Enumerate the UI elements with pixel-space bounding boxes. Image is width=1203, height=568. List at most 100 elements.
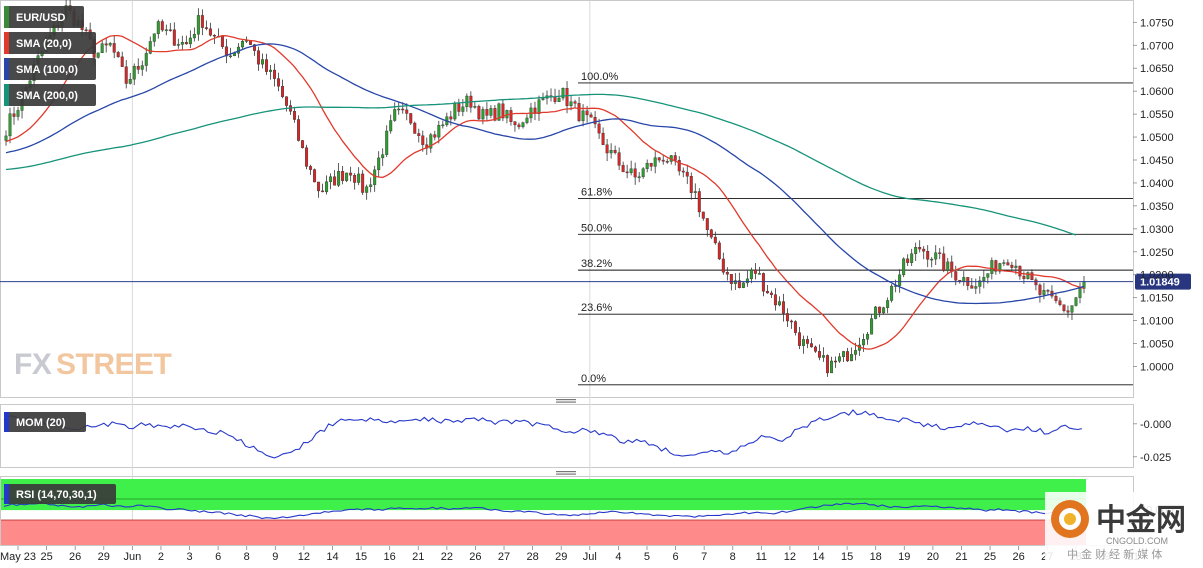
candle-body: [661, 159, 665, 162]
date-tick-label: 18: [870, 551, 882, 563]
date-tick-label: 27: [498, 551, 510, 563]
candle-body: [260, 59, 264, 65]
candle-body: [761, 273, 765, 292]
candle-body: [1078, 288, 1082, 298]
candle-body: [641, 168, 645, 177]
candle-body: [128, 78, 132, 84]
candle-body: [625, 171, 629, 174]
watermark-fx: FX: [14, 348, 52, 381]
candle-body: [793, 321, 797, 333]
candle-body: [240, 40, 244, 48]
candle-body: [673, 155, 677, 161]
rsi-legend-swatch: [4, 484, 9, 504]
candle-body: [906, 258, 910, 263]
candle-body: [537, 99, 541, 114]
date-tick-label: 15: [841, 551, 853, 563]
mom-tick-label: -0.000: [1140, 419, 1171, 431]
sma-200-line: [5, 93, 1077, 236]
legend-item: [4, 58, 96, 80]
candle-body: [421, 135, 425, 145]
candle-body: [397, 108, 401, 111]
candle-body: [144, 53, 148, 66]
candle-body: [385, 130, 389, 155]
fib-level-label: 23.6%: [581, 302, 612, 314]
fib-level-label: 0.0%: [581, 373, 606, 385]
candle-body: [1038, 284, 1042, 295]
date-tick-label: 8: [730, 551, 736, 563]
candle-body: [922, 248, 926, 252]
candle-body: [1034, 279, 1038, 286]
candle-body: [401, 108, 405, 111]
fib-level-label: 61.8%: [581, 187, 612, 199]
candle-body: [970, 285, 974, 289]
fib-level-label: 38.2%: [581, 258, 612, 270]
candle-body: [898, 274, 902, 286]
date-tick-label: 3: [186, 551, 192, 563]
candle-body: [513, 121, 517, 126]
date-tick-label: 15: [355, 551, 367, 563]
pane-splitter-handle[interactable]: [556, 399, 576, 403]
rsi-legend: [4, 484, 116, 504]
candle-body: [1010, 264, 1014, 268]
candle-body: [645, 163, 649, 169]
candle-body: [285, 96, 289, 106]
candle-body: [409, 113, 413, 124]
candle-body: [870, 318, 874, 335]
candle-body: [269, 69, 272, 72]
candle-body: [369, 184, 373, 187]
candle-body: [874, 306, 878, 319]
watermark-street: STREET: [56, 348, 172, 381]
candle-body: [633, 168, 637, 178]
candle-body: [341, 171, 345, 181]
candle-body: [826, 355, 830, 374]
candle-body: [721, 258, 725, 273]
candle-body: [168, 29, 172, 31]
candle-body: [160, 21, 164, 31]
price-tick-label: 1.0450: [1140, 155, 1174, 167]
legend-item-label: SMA (20,0): [16, 38, 72, 50]
candle-body: [357, 173, 361, 183]
candle-body: [441, 124, 445, 127]
candle-body: [585, 110, 589, 116]
current-price-line: 1.01849: [0, 273, 1191, 290]
candle-body: [818, 351, 821, 358]
candle-body: [232, 53, 236, 57]
candle-body: [1022, 275, 1026, 279]
logo-subtitle: 中 金 财 经 新 媒 体: [1067, 547, 1162, 561]
main-panel: [0, 0, 1134, 398]
candle-body: [806, 339, 809, 344]
momentum-axis: -0.000 -0.025: [1133, 419, 1171, 464]
candle-body: [1062, 304, 1066, 311]
candle-body: [902, 258, 906, 276]
candle-body: [541, 98, 545, 100]
date-tick-label: 11: [756, 551, 767, 563]
candle-body: [705, 218, 709, 230]
date-tick-label: May 23: [0, 551, 36, 563]
fxstreet-watermark: FX STREET: [14, 348, 172, 381]
candle-body: [765, 291, 769, 294]
current-price-value: 1.01849: [1140, 277, 1180, 289]
candle-body: [954, 271, 958, 281]
candle-body: [741, 282, 745, 288]
candle-body: [176, 44, 180, 46]
candle-body: [862, 339, 866, 346]
legend-color-swatch: [4, 58, 9, 80]
candle-body: [729, 274, 733, 284]
candle-body: [525, 117, 529, 123]
candle-body: [457, 103, 461, 112]
candle-body: [942, 253, 946, 271]
legend-color-swatch: [4, 32, 9, 54]
date-axis: May 23 25 26 29 Jun 2 3 6 8 9 12 14 15 16 21 22 26 27 28 29…: [0, 546, 1139, 563]
candle-body: [313, 169, 317, 183]
candle-body: [361, 173, 365, 193]
candle-body: [309, 166, 313, 170]
pane-splitter-handle[interactable]: [556, 471, 576, 475]
date-tick-label: 5: [644, 551, 650, 563]
candle-body: [757, 273, 761, 275]
candle-body: [353, 174, 357, 183]
date-tick-label: 14: [812, 551, 824, 563]
legend-color-swatch: [4, 6, 9, 28]
candle-body: [453, 103, 457, 120]
candle-body: [801, 339, 805, 346]
current-price-badge: [1135, 273, 1191, 290]
